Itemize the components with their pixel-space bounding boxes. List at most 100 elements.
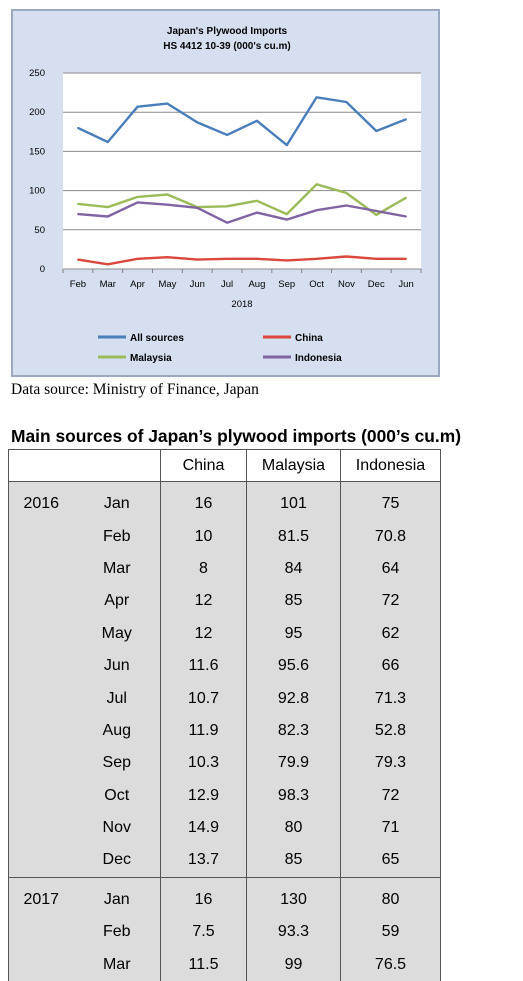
malaysia-cell: 130 xyxy=(246,876,341,917)
china-cell: 8 xyxy=(160,552,247,586)
malaysia-cell: 95 xyxy=(246,617,341,650)
table-header-row: China Malaysia Indonesia xyxy=(8,449,441,482)
month-cell: Feb xyxy=(73,916,161,949)
data-point xyxy=(136,257,139,260)
y-tick-label: 200 xyxy=(29,107,45,118)
data-point xyxy=(375,257,378,260)
y-tick-label: 50 xyxy=(34,225,45,236)
month-cell: Aug xyxy=(73,714,161,748)
data-point xyxy=(136,105,139,108)
year-cell xyxy=(8,617,74,650)
table-row: Feb 10 81.5 70.8 xyxy=(8,520,441,553)
table-row: May 12 95 62 xyxy=(8,617,441,650)
table-row: Nov 14.9 80 71 xyxy=(8,811,441,845)
x-tick-label: Aug xyxy=(248,279,265,290)
china-cell: 7.5 xyxy=(160,916,247,949)
data-point xyxy=(226,257,228,260)
data-point xyxy=(77,126,79,129)
data-point xyxy=(196,121,199,124)
indonesia-cell: 72 xyxy=(340,585,441,618)
malaysia-cell: 101 xyxy=(246,481,341,521)
x-tick-label: Nov xyxy=(338,279,355,290)
malaysia-cell: 92.8 xyxy=(246,682,341,715)
y-tick-label: 150 xyxy=(29,146,45,157)
month-cell: Jul xyxy=(73,682,161,715)
data-point xyxy=(315,183,318,186)
china-cell: 13.7 xyxy=(160,844,247,878)
data-point xyxy=(345,192,348,194)
x-tick-label: Dec xyxy=(368,279,385,290)
data-point xyxy=(106,206,109,208)
year-cell xyxy=(8,520,74,553)
month-cell: Feb xyxy=(73,520,161,553)
data-point xyxy=(375,130,378,132)
data-point xyxy=(256,257,258,260)
indonesia-cell: 72 xyxy=(340,779,441,812)
month-cell: Jan xyxy=(73,876,161,917)
data-point xyxy=(345,101,348,103)
year-cell xyxy=(8,649,74,683)
china-cell: 10.7 xyxy=(160,682,247,715)
data-point xyxy=(226,221,228,224)
month-cell: May xyxy=(73,617,161,650)
china-cell: 11.5 xyxy=(160,948,247,981)
table-title: Main sources of Japan’s plywood imports … xyxy=(11,426,462,446)
x-tick-label: Oct xyxy=(309,279,324,290)
malaysia-cell: 99 xyxy=(246,948,341,981)
indonesia-cell: 75 xyxy=(340,481,441,521)
malaysia-cell: 85 xyxy=(246,585,341,618)
month-cell: Sep xyxy=(73,747,161,780)
data-point xyxy=(166,203,169,206)
table-row: Aug 11.9 82.3 52.8 xyxy=(8,714,441,748)
malaysia-cell: 81.5 xyxy=(246,520,341,553)
china-cell: 12.9 xyxy=(160,779,247,812)
source-note: Data source: Ministry of Finance, Japan xyxy=(11,381,259,398)
table-row: Oct 12.9 98.3 72 xyxy=(8,779,441,812)
table-row: Dec 13.7 85 65 xyxy=(8,844,441,878)
plot-area xyxy=(63,73,421,269)
year-cell xyxy=(8,585,74,618)
y-tick-label: 100 xyxy=(29,186,45,197)
table-row: Mar 11.5 99 76.5 xyxy=(8,948,441,981)
malaysia-cell: 79.9 xyxy=(246,747,341,780)
series-line-all-sources xyxy=(77,96,407,147)
month-cell: Dec xyxy=(73,844,161,878)
indonesia-cell: 79.3 xyxy=(340,747,441,780)
year-cell xyxy=(8,552,74,586)
year-cell xyxy=(8,682,74,715)
data-point xyxy=(405,257,407,260)
data-point xyxy=(405,215,407,218)
year-cell xyxy=(8,779,74,812)
x-tick-label: Jul xyxy=(221,279,233,290)
legend-label: China xyxy=(295,333,323,344)
year-cell: 2017 xyxy=(8,876,74,917)
malaysia-cell: 85 xyxy=(246,844,341,878)
indonesia-cell: 64 xyxy=(340,552,441,586)
data-point xyxy=(315,257,318,260)
malaysia-cell: 84 xyxy=(246,552,341,586)
indonesia-cell: 66 xyxy=(340,649,441,683)
table-row: Mar 8 84 64 xyxy=(8,552,441,586)
header-china: China xyxy=(160,449,247,482)
data-point xyxy=(226,205,228,208)
table-row: 2017 Jan 16 130 80 xyxy=(8,876,441,917)
malaysia-cell: 95.6 xyxy=(246,649,341,683)
chart-subtitle: HS 4412 10-39 (000's cu.m) xyxy=(163,41,290,52)
malaysia-cell: 80 xyxy=(246,811,341,845)
table-row: Jun 11.6 95.6 66 xyxy=(8,649,441,683)
data-point xyxy=(405,196,407,199)
month-cell: Apr xyxy=(73,585,161,618)
table-row: Sep 10.3 79.9 79.3 xyxy=(8,747,441,780)
imports-table: China Malaysia Indonesia 2016 Jan 16 101 75 F… xyxy=(8,449,441,981)
indonesia-cell: 80 xyxy=(340,876,441,917)
year-cell xyxy=(8,714,74,748)
series-line-china xyxy=(77,255,407,266)
x-tick-label: Jun xyxy=(190,279,205,290)
month-cell: Mar xyxy=(73,552,161,586)
data-point xyxy=(256,211,258,214)
legend-label: Indonesia xyxy=(295,353,342,364)
data-point xyxy=(77,213,79,216)
china-cell: 16 xyxy=(160,876,247,917)
china-cell: 16 xyxy=(160,481,247,521)
data-point xyxy=(375,210,378,212)
